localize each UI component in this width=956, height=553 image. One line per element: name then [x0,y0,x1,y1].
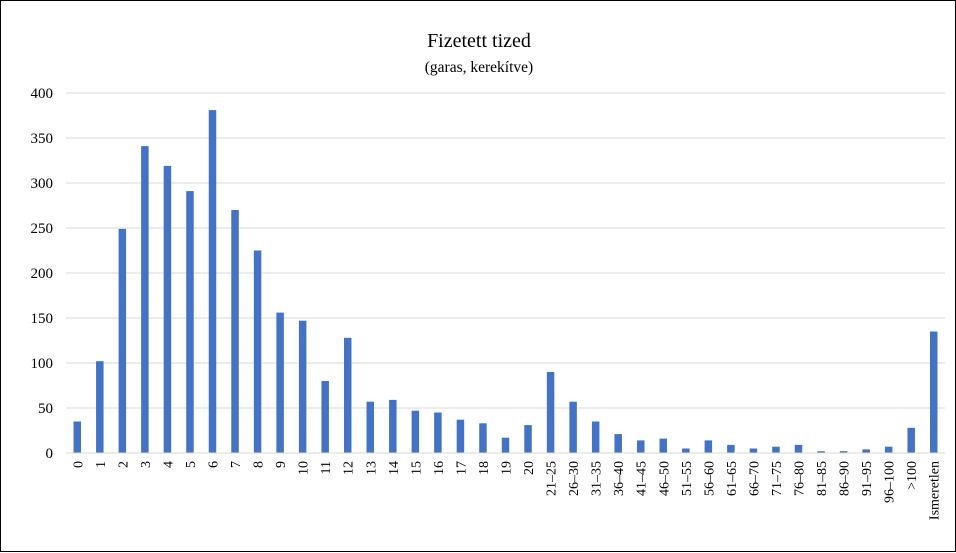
bar [343,337,352,453]
bar [907,427,915,453]
x-tick-label: 3 [139,461,154,468]
x-tick-label: 11 [319,461,334,474]
y-tick-label: 0 [46,446,54,462]
bar [479,423,487,453]
bar [298,320,307,453]
x-tick-label: 7 [229,461,244,468]
gridlines [66,92,945,409]
bar [569,401,577,453]
x-tick-label: 86–90 [838,461,853,496]
x-tick-label: 15 [409,461,424,475]
x-tick-label: 12 [342,461,357,475]
x-tick-label: 19 [500,461,515,475]
bar [434,412,442,453]
bar [118,228,127,453]
x-tick-label: 10 [297,461,312,475]
bar [321,381,329,453]
bar [276,312,284,453]
bar [704,440,713,453]
x-tick-label: 76–80 [793,461,808,496]
bar [794,444,803,453]
bar [591,421,600,453]
y-axis-ticks: 0 50 100 150 200 250 300 350 400 [31,86,54,462]
x-tick-label: 0 [71,461,86,468]
y-tick-label: 250 [31,221,54,237]
bar [73,421,82,453]
bar [614,434,622,453]
x-tick-label: 13 [364,461,379,475]
bar [524,425,532,453]
x-tick-label: 1 [94,461,109,468]
x-tick-label: 51–55 [680,461,695,496]
x-tick-label: 9 [274,461,289,468]
x-axis-ticks: 0 1 2 3 4 5 6 7 8 9 10 11 12 13 14 15 16 17 18 19 20 21–25 26–… [71,461,942,520]
bar [727,444,735,453]
bar [839,451,848,453]
x-tick-label: 17 [454,461,469,475]
x-tick-label: 16 [432,461,447,475]
bar [186,191,194,453]
y-tick-label: 50 [38,401,53,417]
x-tick-label: 2 [116,461,131,468]
x-tick-label: 21–25 [545,461,560,496]
bar [929,331,938,453]
bar [96,361,104,453]
bar [884,446,893,453]
bar [163,165,172,453]
bar [659,438,668,453]
y-tick-label: 300 [31,176,54,192]
bar [546,372,555,453]
x-tick-label: >100 [905,461,920,490]
x-tick-label: 14 [387,461,402,475]
x-tick-label: 20 [522,461,537,475]
bar [141,146,149,453]
y-tick-label: 200 [31,266,54,282]
bar [208,110,217,453]
chart-subtitle: (garas, kerekítve) [425,59,533,76]
bar [366,401,375,453]
x-tick-label: 46–50 [657,461,672,496]
x-tick-label: Ismeretlen [928,461,943,520]
bars [73,110,938,453]
x-tick-label: 66–70 [747,461,762,496]
bar [411,410,420,453]
chart-title: Fizetett tized [427,30,531,52]
x-tick-label: 91–95 [860,461,875,496]
y-tick-label: 150 [31,311,54,327]
x-tick-label: 6 [207,461,222,468]
bar [817,451,825,453]
y-tick-label: 400 [31,86,54,102]
x-tick-label: 61–65 [725,461,740,496]
bar [231,210,239,453]
bar [253,250,262,453]
bar [501,437,510,453]
y-tick-label: 100 [31,356,54,372]
x-tick-label: 8 [252,461,267,468]
bar [389,399,397,453]
bar [636,440,645,453]
x-tick-label: 96–100 [883,461,898,503]
bar [682,448,690,453]
x-tick-label: 36–40 [612,461,627,496]
bar [862,449,870,453]
x-tick-label: 56–60 [702,461,717,496]
bar [749,448,758,453]
y-tick-label: 350 [31,131,54,147]
x-tick-label: 41–45 [635,461,650,496]
x-tick-label: 71–75 [770,461,785,496]
x-tick-label: 31–35 [590,461,605,496]
x-tick-label: 26–30 [567,461,582,496]
x-tick-label: 4 [161,461,176,468]
x-tick-label: 18 [477,461,492,475]
x-tick-label: 5 [184,461,199,468]
bar [456,419,465,453]
bar [772,446,780,453]
x-tick-label: 81–85 [815,461,830,496]
